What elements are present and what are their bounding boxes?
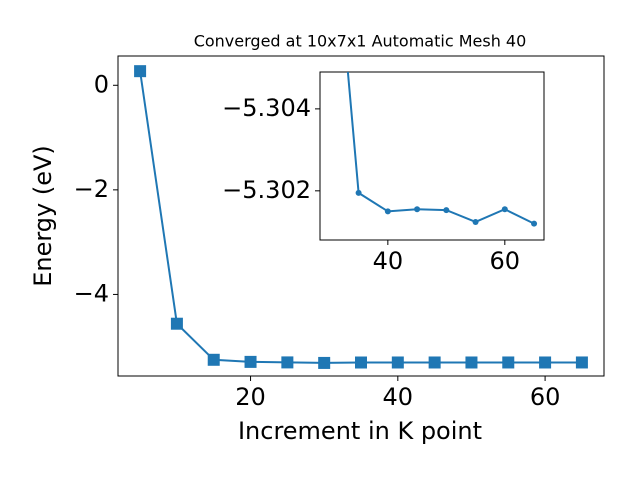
y-tick-label: −5.302	[222, 176, 311, 204]
marker	[414, 206, 421, 213]
x-axis-label: Increment in K point	[238, 417, 482, 445]
y-tick-label: −5.304	[222, 94, 311, 122]
x-tick-label: 40	[373, 247, 404, 275]
marker	[539, 356, 552, 369]
marker	[355, 189, 362, 196]
plot-group	[346, 72, 538, 227]
x-tick-label: 60	[530, 383, 561, 411]
y-tick-label: −4	[74, 279, 109, 307]
marker	[575, 356, 588, 369]
marker	[531, 220, 538, 227]
marker	[207, 353, 220, 366]
marker	[384, 208, 391, 215]
marker	[443, 207, 450, 214]
marker	[502, 356, 515, 369]
y-tick-label: 0	[94, 70, 109, 98]
marker	[244, 355, 257, 368]
marker	[391, 356, 404, 369]
marker	[355, 356, 367, 369]
chart-title: Converged at 10x7x1 Automatic Mesh 40	[194, 32, 527, 51]
marker	[472, 218, 479, 225]
marker	[134, 65, 147, 78]
marker	[428, 356, 441, 369]
series-line	[346, 72, 535, 225]
y-tick-label: −2	[74, 175, 109, 203]
y-axis-label: Energy (eV)	[29, 145, 57, 287]
plot-area	[319, 71, 545, 241]
marker	[170, 317, 183, 330]
marker	[281, 356, 294, 369]
plot-group	[134, 65, 588, 369]
x-tick-label: 40	[383, 383, 414, 411]
x-tick-label: 60	[490, 247, 521, 275]
x-tick-label: 20	[235, 383, 266, 411]
marker	[318, 356, 331, 369]
marker	[501, 206, 508, 213]
marker	[465, 356, 478, 369]
